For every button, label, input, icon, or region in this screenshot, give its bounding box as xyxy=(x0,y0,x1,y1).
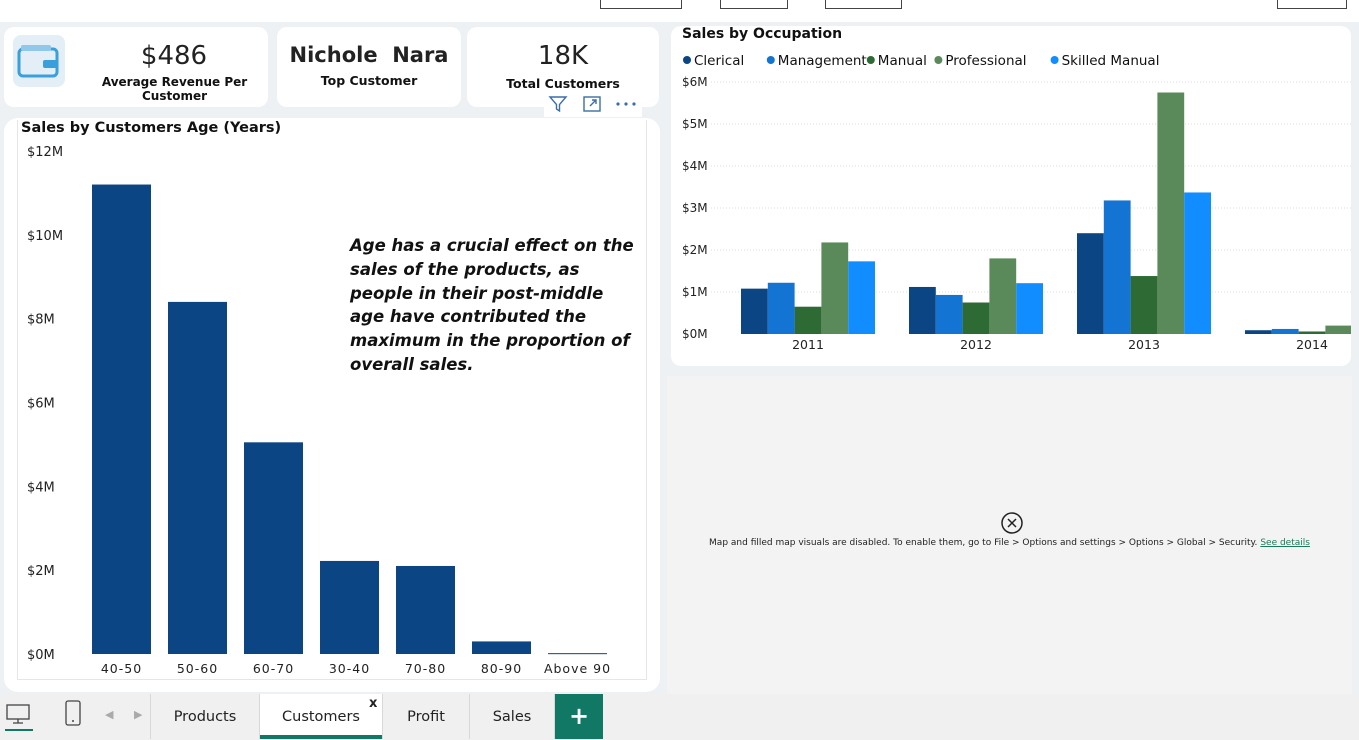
wallet-icon xyxy=(13,35,65,87)
bar-60-70 xyxy=(244,442,303,654)
add-page-button[interactable]: + xyxy=(555,694,603,739)
legend-marker xyxy=(867,56,875,64)
age-bar-chart: $0M $2M $4M $6M $8M $10M $12M 40-50 50-60 60-70 30… xyxy=(4,118,660,692)
x-tick-label: 80-90 xyxy=(481,661,522,676)
bar-2012-clerical xyxy=(909,287,936,334)
total-customers-value: 18K xyxy=(467,41,659,71)
legend-label: Manual xyxy=(878,53,927,69)
legend-marker xyxy=(767,56,775,64)
top-customer-label: Top Customer xyxy=(277,73,461,88)
map-visual-disabled: Map and filled map visuals are disabled.… xyxy=(667,376,1352,694)
bar-2013-clerical xyxy=(1077,233,1104,334)
y-tick-label: $4M xyxy=(27,480,55,495)
kpi-card-avg-revenue[interactable]: $486 Average Revenue Per Customer xyxy=(4,27,268,107)
bar-2014-management xyxy=(1272,329,1299,334)
bar-2014-professional xyxy=(1325,326,1351,334)
tab-customers[interactable]: Customers xyxy=(260,694,383,739)
legend-label: Clerical xyxy=(694,53,744,69)
tab-products[interactable]: Products xyxy=(151,694,260,739)
y-tick-label: $0M xyxy=(27,648,55,663)
bar-2012-manual xyxy=(963,303,990,335)
y-tick-label: $8M xyxy=(27,313,55,328)
bar-2014-manual xyxy=(1299,331,1326,334)
x-tick-label: Above 90 xyxy=(544,661,611,676)
tab-sales[interactable]: Sales xyxy=(470,694,555,739)
top-customer-value: Nichole Nara xyxy=(277,43,461,67)
bar-2011-manual xyxy=(795,307,822,334)
bar-2011-skilled-manual xyxy=(848,261,875,334)
x-tick-label: 30-40 xyxy=(329,661,370,676)
y-tick-label: $3M xyxy=(682,201,708,215)
mobile-layout-icon[interactable] xyxy=(64,700,82,726)
x-tick-label: 50-60 xyxy=(177,661,218,676)
filter-icon[interactable] xyxy=(548,94,568,114)
y-tick-label: $6M xyxy=(27,397,55,412)
x-tick-label: 2013 xyxy=(1128,337,1160,352)
x-tick-label: 2011 xyxy=(792,337,824,352)
see-details-link[interactable]: See details xyxy=(1260,538,1310,548)
legend-marker xyxy=(683,56,691,64)
x-tick-label: 40-50 xyxy=(101,661,142,676)
y-tick-label: $2M xyxy=(682,243,708,257)
x-tick-label: 70-80 xyxy=(405,661,446,676)
age-chart-card[interactable]: Sales by Customers Age (Years) $0M $2M $4M… xyxy=(4,118,660,692)
bar-2012-professional xyxy=(989,258,1016,334)
bar-40-50 xyxy=(92,185,151,654)
bar-80-90 xyxy=(472,641,531,654)
legend-marker xyxy=(934,56,942,64)
y-tick-label: $12M xyxy=(27,145,63,160)
occupation-chart-card[interactable]: Sales by Occupation $0M $1M $2M $3M $4M $5M $6… xyxy=(671,26,1351,366)
bar-2012-management xyxy=(936,295,963,334)
next-page-icon[interactable]: ▶ xyxy=(134,708,142,721)
visual-header xyxy=(544,93,642,117)
bar-above-90 xyxy=(548,653,607,654)
x-tick-label: 2012 xyxy=(960,337,992,352)
legend-label: Professional xyxy=(945,53,1026,69)
nav-button-1[interactable] xyxy=(600,0,682,9)
y-tick-label: $1M xyxy=(682,285,708,299)
map-disabled-message: Map and filled map visuals are disabled.… xyxy=(667,538,1352,548)
desktop-layout-icon[interactable] xyxy=(5,702,33,732)
legend-marker xyxy=(1051,56,1059,64)
bar-2012-skilled-manual xyxy=(1016,283,1043,334)
x-tick-label: 2014 xyxy=(1296,337,1328,352)
age-insight-text: Age has a crucial effect on the sales of… xyxy=(350,234,640,377)
x-tick-label: 60-70 xyxy=(253,661,294,676)
bar-50-60 xyxy=(168,302,227,654)
occupation-bar-chart: $0M $1M $2M $3M $4M $5M $6M Clerical Management M… xyxy=(671,26,1351,366)
y-tick-label: $4M xyxy=(682,159,708,173)
close-tab-button[interactable]: x xyxy=(369,696,377,711)
total-customers-label: Total Customers xyxy=(467,76,659,91)
bar-2013-manual xyxy=(1131,276,1158,334)
more-options-icon[interactable] xyxy=(614,94,638,114)
bar-2013-professional xyxy=(1157,93,1184,335)
nav-button-3[interactable] xyxy=(825,0,902,9)
bar-2014-clerical xyxy=(1245,330,1272,334)
bar-2011-clerical xyxy=(741,289,768,334)
y-tick-label: $10M xyxy=(27,229,63,244)
bar-70-80 xyxy=(396,566,455,654)
kpi-card-top-customer[interactable]: Nichole Nara Top Customer xyxy=(277,27,461,107)
bar-2013-skilled-manual xyxy=(1184,192,1211,334)
nav-button-4[interactable] xyxy=(1277,0,1347,9)
tab-profit[interactable]: Profit xyxy=(383,694,470,739)
bar-2011-professional xyxy=(821,242,848,334)
y-tick-label: $6M xyxy=(682,75,708,89)
avg-revenue-value: $486 xyxy=(84,41,264,71)
bar-2013-management xyxy=(1104,200,1131,334)
page-tab-bar: ◀ ▶ Products Customers x Profit Sales + xyxy=(0,694,1359,739)
bar-2011-management xyxy=(768,283,795,334)
map-message-text: Map and filled map visuals are disabled.… xyxy=(709,538,1257,548)
bar-30-40 xyxy=(320,561,379,654)
legend-label: Management xyxy=(778,53,867,69)
y-tick-label: $5M xyxy=(682,117,708,131)
close-circle-icon xyxy=(1001,512,1023,534)
prev-page-icon[interactable]: ◀ xyxy=(105,708,113,721)
nav-button-2[interactable] xyxy=(720,0,788,9)
focus-mode-icon[interactable] xyxy=(582,94,602,114)
avg-revenue-label: Average Revenue Per Customer xyxy=(81,75,268,103)
y-tick-label: $2M xyxy=(27,564,55,579)
legend-label: Skilled Manual xyxy=(1062,53,1160,69)
y-tick-label: $0M xyxy=(682,327,708,341)
